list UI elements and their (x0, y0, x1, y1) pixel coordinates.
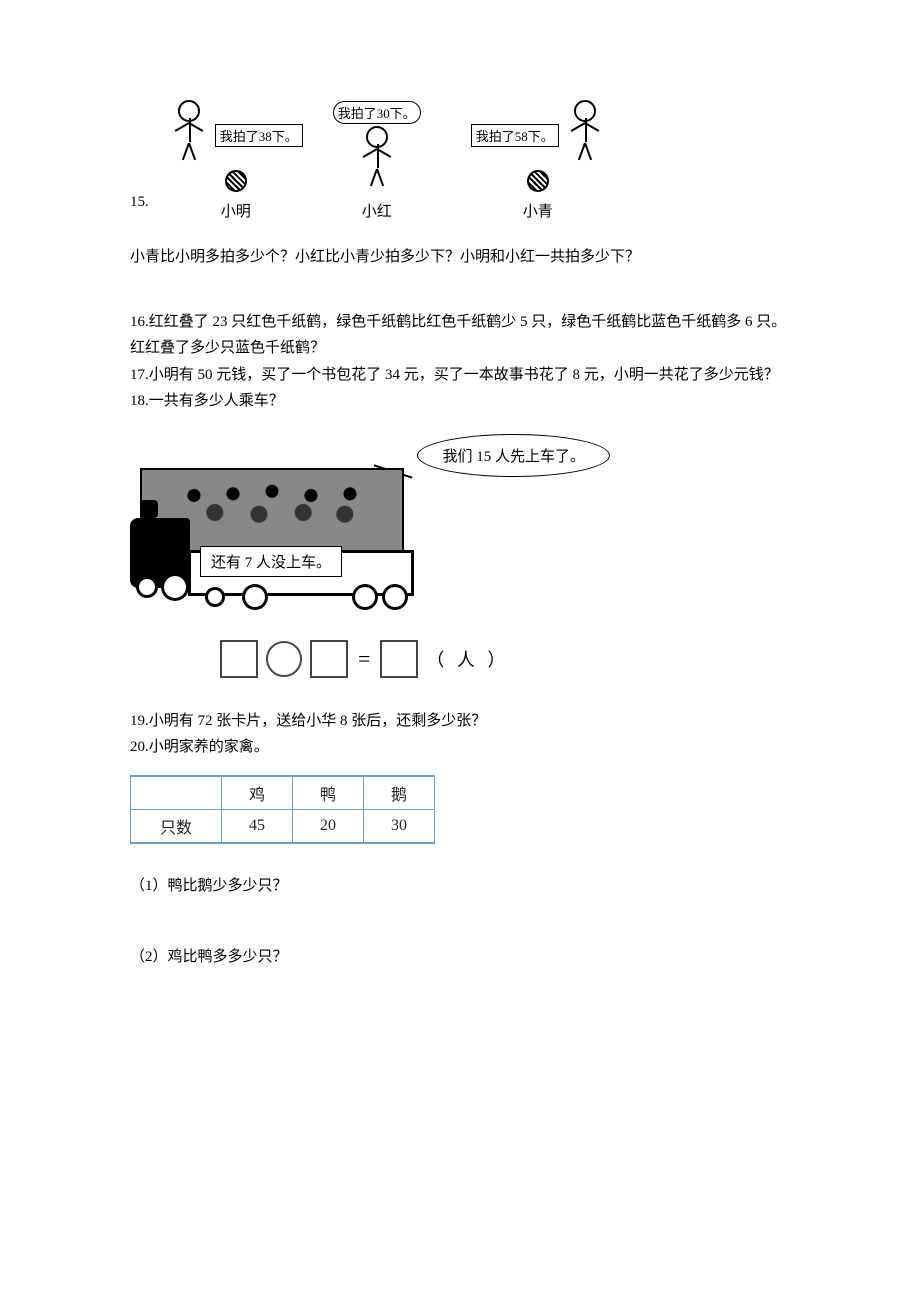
table-cell: 20 (293, 809, 364, 843)
kid-name-label: 小红 (362, 200, 392, 221)
table-header-cell: 鸡 (222, 776, 293, 810)
table-row: 只数 45 20 30 (131, 809, 435, 843)
q20-table: 鸡 鸭 鹅 只数 45 20 30 (130, 775, 435, 844)
table-row: 鸡 鸭 鹅 (131, 776, 435, 810)
q18-train-figure: 我们 15 人先上车了。 还有 7 人没上车。 (130, 428, 610, 628)
q18-title: 18.一共有多少人乘车？ (130, 388, 790, 414)
speech-bubble: 我拍了30下。 (333, 101, 421, 124)
blank-box-icon (310, 640, 348, 678)
train-engine-icon (130, 518, 190, 588)
kid-xiaoming: 我拍了38下。 小明 (169, 100, 303, 221)
stick-figure-icon (357, 126, 397, 196)
q20-sub2: （2）鸡比鸭多多少只？ (130, 945, 790, 966)
remain-label-box: 还有 7 人没上车。 (200, 546, 342, 577)
q16-text: 16.红红叠了 23 只红色千纸鹤，绿色千纸鹤比红色千纸鹤少 5 只，绿色千纸鹤… (130, 309, 790, 362)
speech-bubble: 我拍了58下。 (471, 124, 559, 147)
table-cell: 45 (222, 809, 293, 843)
q15-number: 15. (130, 194, 149, 221)
kid-xiaohong: 我拍了30下。 小红 (333, 101, 421, 221)
speech-bubble-oval: 我们 15 人先上车了。 (417, 434, 610, 477)
blank-circle-icon (266, 641, 302, 677)
kid-xiaoqing: 我拍了58下。 小青 (471, 100, 605, 221)
worksheet-page: 15. 我拍了38下。 小明 我拍了30下。 (0, 0, 920, 1076)
q20-title: 20.小明家养的家禽。 (130, 734, 790, 760)
speech-bubble: 我拍了38下。 (215, 124, 303, 147)
table-header-cell: 鸭 (293, 776, 364, 810)
blank-box-icon (220, 640, 258, 678)
q15-figure-row: 15. 我拍了38下。 小明 我拍了30下。 (130, 100, 790, 221)
equals-sign: = (358, 646, 370, 672)
kid-name-label: 小青 (523, 200, 553, 221)
table-header-cell: 鹅 (364, 776, 435, 810)
stick-figure-icon (169, 100, 209, 170)
ball-icon (225, 170, 247, 192)
table-cell: 30 (364, 809, 435, 843)
kid-name-label: 小明 (221, 200, 251, 221)
q17-text: 17.小明有 50 元钱，买了一个书包花了 34 元，买了一本故事书花了 8 元… (130, 362, 790, 388)
table-row-header: 只数 (131, 809, 222, 843)
equation-unit: （ 人 ） (426, 646, 509, 672)
table-header-cell (131, 776, 222, 810)
ball-icon (527, 170, 549, 192)
stick-figure-icon (565, 100, 605, 170)
q19-text: 19.小明有 72 张卡片，送给小华 8 张后，还剩多少张？ (130, 708, 790, 734)
q20-sub1: （1）鸭比鹅少多少只？ (130, 874, 790, 895)
blank-box-icon (380, 640, 418, 678)
q15-question-text: 小青比小明多拍多少个？小红比小青少拍多少下？小明和小红一共拍多少下？ (130, 245, 790, 269)
q18-equation: = （ 人 ） (220, 640, 790, 678)
